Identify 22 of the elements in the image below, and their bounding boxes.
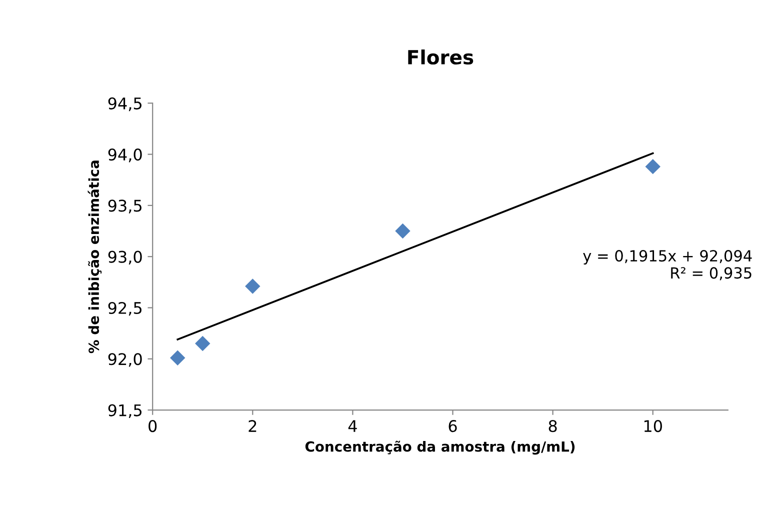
x-tick-label: 8 (548, 420, 557, 432)
y-tick-label: 93,0 (108, 250, 142, 265)
y-tick-label: 92,0 (108, 353, 142, 367)
x-tick-label: 0 (148, 420, 157, 432)
y-tick-label: 92,5 (108, 302, 142, 316)
point (245, 278, 260, 294)
annotation: y = 0,1915x + 92,094 R² = 0,935 (583, 250, 752, 280)
point (395, 223, 410, 239)
y-tick-label: 91,5 (108, 404, 142, 418)
y-tick-label: 94,5 (108, 97, 142, 112)
x-tick-label: 10 (644, 420, 662, 432)
x-axis-title: Concentração da amostra (mg/mL) (305, 440, 575, 455)
y-tick-label: 93,5 (108, 200, 142, 214)
x-tick-label: 6 (448, 420, 457, 432)
chart-title: Flores (408, 49, 474, 65)
y-axis-title: % de inibição enzimática (88, 160, 102, 354)
x-tick-label: 4 (348, 420, 357, 432)
x-tick-label: 2 (248, 420, 256, 432)
point (170, 350, 186, 366)
y-tick-label: 94,0 (108, 148, 142, 162)
point (645, 158, 660, 174)
point (195, 336, 210, 352)
